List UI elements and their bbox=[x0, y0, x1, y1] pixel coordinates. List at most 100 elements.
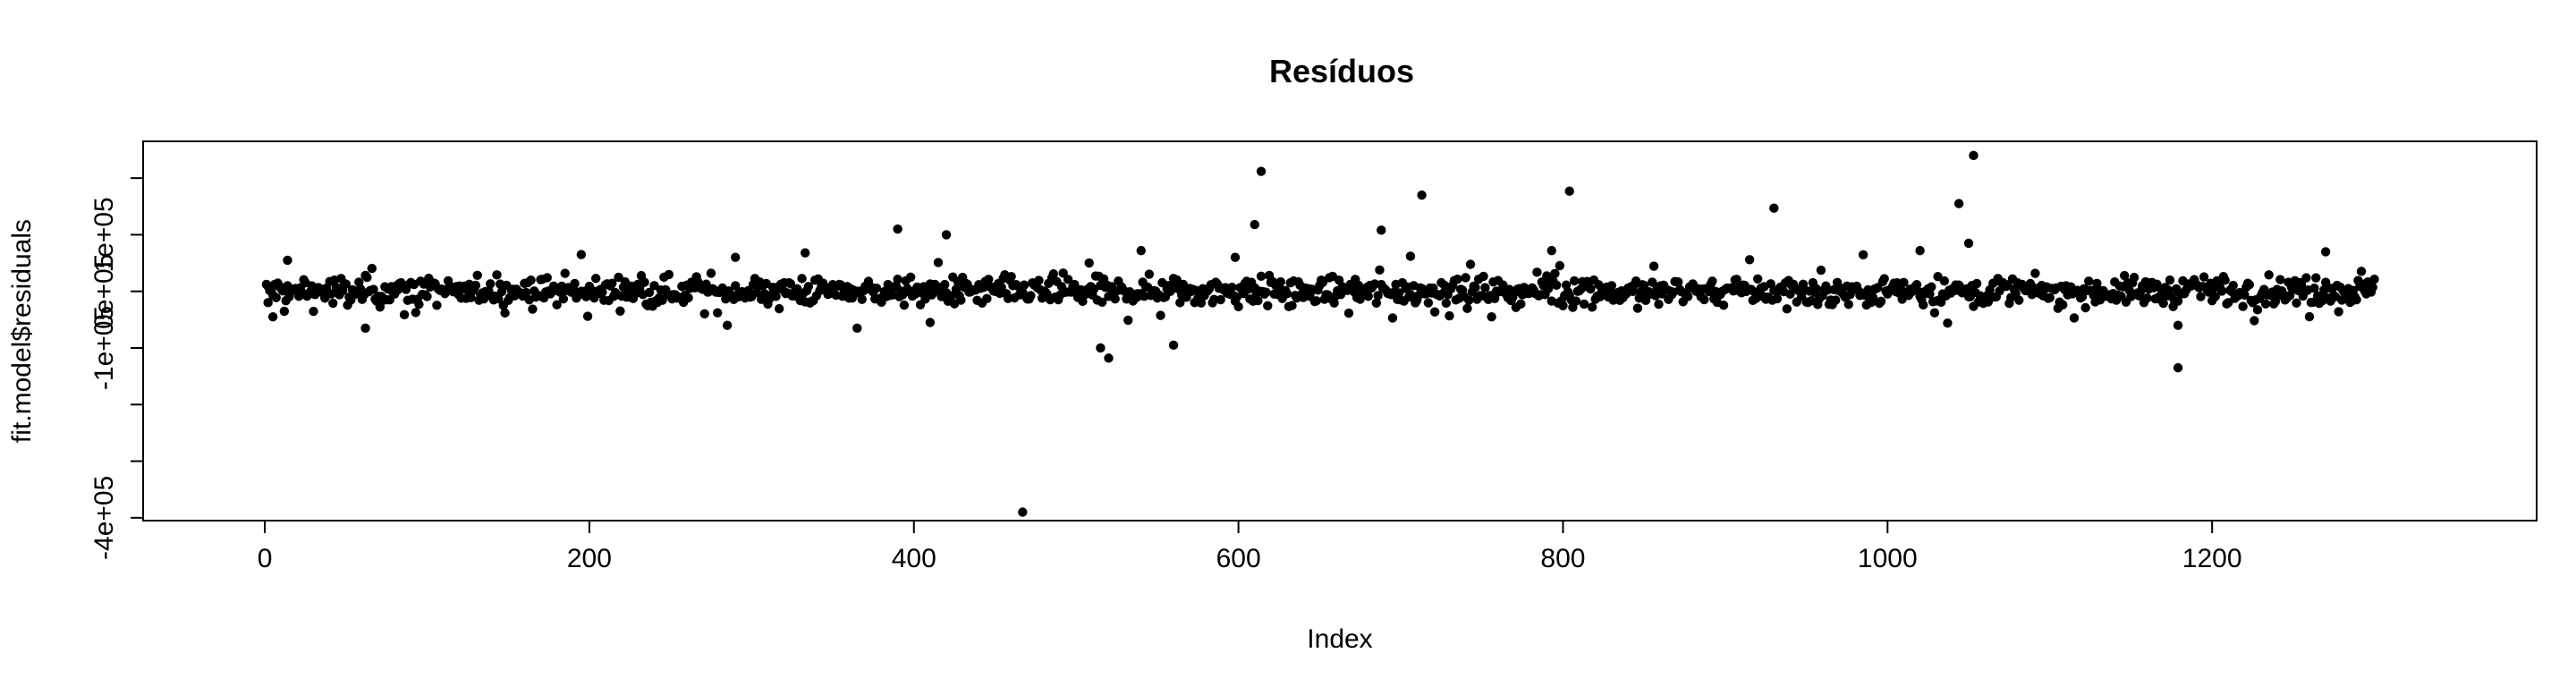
data-point bbox=[1772, 293, 1783, 304]
data-point bbox=[1287, 301, 1297, 310]
outlier-point bbox=[2320, 247, 2331, 257]
data-point bbox=[1461, 273, 1470, 283]
data-point bbox=[1263, 301, 1273, 311]
data-point bbox=[699, 309, 709, 319]
data-point bbox=[1552, 280, 1562, 290]
outlier-point bbox=[730, 252, 741, 262]
data-point bbox=[713, 308, 723, 318]
data-point bbox=[1704, 286, 1714, 297]
data-point bbox=[905, 272, 916, 283]
data-point bbox=[2220, 276, 2230, 285]
data-point bbox=[1084, 258, 1094, 268]
outlier-point bbox=[1969, 150, 1979, 161]
data-point bbox=[857, 294, 867, 304]
data-point bbox=[2351, 294, 2361, 305]
data-point bbox=[1429, 307, 1440, 317]
data-point bbox=[1070, 279, 1080, 290]
data-point bbox=[1943, 318, 1953, 328]
plot-frame bbox=[142, 140, 2538, 522]
data-point bbox=[683, 293, 693, 303]
data-point bbox=[1355, 294, 1365, 304]
data-point bbox=[1543, 284, 1554, 293]
data-point bbox=[432, 301, 442, 310]
data-point bbox=[2260, 299, 2271, 309]
outlier-point bbox=[1104, 353, 1114, 363]
data-point bbox=[984, 275, 994, 284]
data-point bbox=[607, 278, 617, 288]
data-point bbox=[730, 281, 741, 291]
data-point bbox=[1019, 280, 1030, 290]
data-point bbox=[582, 311, 593, 321]
data-point bbox=[422, 292, 432, 301]
data-point bbox=[1831, 295, 1841, 305]
data-point bbox=[542, 273, 552, 283]
data-point bbox=[771, 292, 781, 301]
data-point bbox=[581, 292, 591, 301]
outlier-point bbox=[1136, 245, 1146, 256]
data-point bbox=[560, 268, 570, 278]
data-point bbox=[1465, 259, 1476, 269]
outlier-point bbox=[925, 318, 936, 327]
data-point bbox=[341, 279, 351, 289]
data-point bbox=[1606, 281, 1617, 291]
data-point bbox=[552, 300, 562, 310]
data-point bbox=[797, 274, 807, 284]
data-point bbox=[1939, 276, 1950, 286]
data-point bbox=[1919, 300, 1928, 310]
x-tick-label: 0 bbox=[258, 544, 273, 573]
data-point bbox=[2142, 293, 2152, 303]
data-point bbox=[496, 286, 507, 297]
outlier-point bbox=[1546, 245, 1556, 256]
data-point bbox=[2210, 292, 2220, 301]
data-point bbox=[500, 308, 510, 318]
data-point bbox=[1216, 294, 1225, 305]
data-point bbox=[367, 263, 377, 274]
outlier-point bbox=[722, 320, 733, 330]
data-point bbox=[2084, 276, 2094, 286]
data-point bbox=[1026, 291, 1036, 301]
data-point bbox=[996, 283, 1006, 293]
data-point bbox=[1282, 289, 1292, 299]
data-point bbox=[1558, 301, 1568, 310]
data-point bbox=[1925, 289, 1935, 299]
outlier-point bbox=[941, 230, 952, 240]
data-point bbox=[1462, 303, 1472, 314]
data-point bbox=[521, 287, 531, 298]
data-point bbox=[1516, 299, 1526, 310]
data-point bbox=[2311, 273, 2321, 283]
data-point bbox=[1172, 275, 1182, 285]
data-point bbox=[1371, 298, 1382, 309]
outlier-point bbox=[360, 323, 370, 334]
data-point bbox=[362, 272, 372, 283]
data-point bbox=[1078, 296, 1088, 307]
data-point bbox=[1006, 272, 1016, 282]
data-point bbox=[1394, 288, 1404, 298]
data-point bbox=[309, 306, 318, 317]
data-point bbox=[1110, 294, 1120, 304]
data-point bbox=[1498, 280, 1508, 290]
data-point bbox=[492, 270, 502, 280]
data-point bbox=[2058, 300, 2068, 310]
data-point bbox=[2158, 298, 2168, 309]
data-point bbox=[2356, 267, 2367, 276]
data-point bbox=[486, 279, 496, 289]
data-point bbox=[1048, 269, 1058, 279]
data-point bbox=[1275, 276, 1285, 287]
data-point bbox=[615, 306, 625, 316]
data-point bbox=[614, 272, 623, 283]
data-point bbox=[664, 269, 674, 280]
data-point bbox=[2014, 295, 2024, 305]
x-tick-label: 800 bbox=[1540, 544, 1585, 573]
data-point bbox=[2119, 270, 2130, 281]
data-point bbox=[399, 310, 410, 320]
data-point bbox=[2030, 268, 2040, 278]
x-axis-label: Index bbox=[1307, 624, 1372, 654]
data-point bbox=[982, 293, 992, 304]
data-point bbox=[1373, 291, 1383, 301]
y-tick-label: -4e+05 bbox=[89, 476, 119, 560]
data-point bbox=[1058, 268, 1068, 278]
outlier-point bbox=[1564, 186, 1574, 196]
data-point bbox=[927, 290, 936, 300]
data-point bbox=[1196, 298, 1207, 308]
